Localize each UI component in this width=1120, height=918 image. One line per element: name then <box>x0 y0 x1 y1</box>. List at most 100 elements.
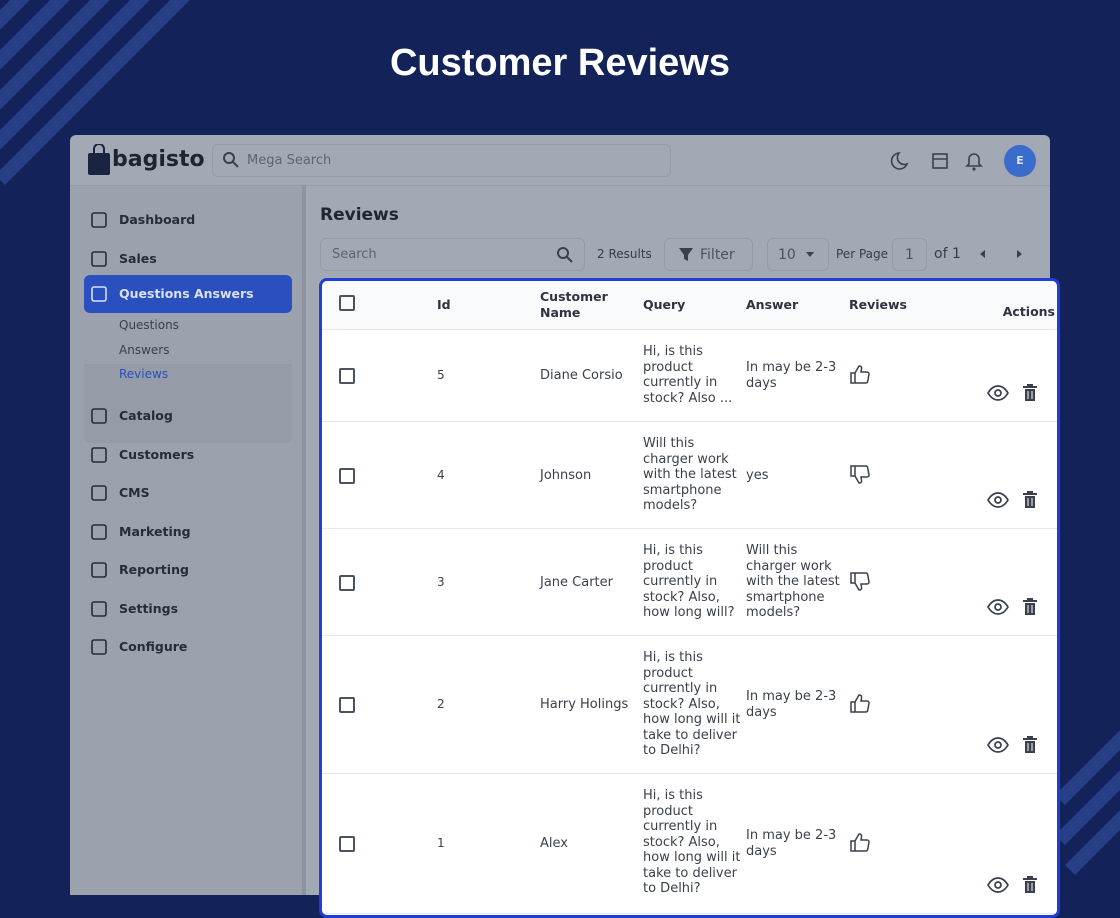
page-total: of 1 <box>934 246 961 262</box>
customer-name: Jane Carter <box>540 574 613 590</box>
row-id: 5 <box>437 368 445 382</box>
delete-action-svg <box>1023 736 1037 753</box>
nav-item[interactable]: Customers <box>119 447 195 462</box>
nav-item[interactable]: Catalog <box>119 408 173 423</box>
column-header: Customer Name <box>540 289 608 320</box>
row-id: 1 <box>437 836 445 850</box>
row-id: 3 <box>437 574 445 589</box>
header: bagisto Mega Search E <box>70 135 1050 186</box>
sub-item[interactable]: Questions <box>119 318 179 332</box>
answer: In may be 2-3 days <box>746 689 837 720</box>
filter-icon <box>679 248 693 261</box>
query: Will this charger work with the latest s… <box>643 436 737 513</box>
nav-icon-svg <box>91 286 107 302</box>
nav-icon-svg <box>91 447 107 463</box>
search-icon <box>557 247 573 263</box>
stripes <box>0 0 1120 875</box>
nav-icon <box>90 446 108 468</box>
delete-action[interactable] <box>1022 598 1038 620</box>
customer-name: Johnson <box>540 467 592 483</box>
filter-button[interactable]: Filter <box>664 238 753 271</box>
nav-icon <box>90 484 108 506</box>
nav-item[interactable]: Reporting <box>119 562 189 577</box>
sub-item[interactable]: Reviews <box>119 367 169 381</box>
answer: Will this charger work with the latest s… <box>746 543 840 620</box>
thumbs-up-svg <box>850 365 870 384</box>
column-header: Reviews <box>849 297 908 312</box>
thumbs-up <box>849 832 871 858</box>
nav-icon-svg <box>91 601 107 617</box>
view-action[interactable] <box>987 599 1009 619</box>
view-action[interactable] <box>987 492 1009 512</box>
avatar[interactable]: E <box>1004 145 1036 177</box>
mega-search[interactable]: Mega Search <box>212 144 671 177</box>
search-icon <box>223 152 239 168</box>
delete-action-svg <box>1023 491 1037 508</box>
nav-item[interactable]: Marketing <box>119 524 191 539</box>
sub-item[interactable]: Answers <box>119 342 170 357</box>
view-action-svg <box>987 877 1009 893</box>
nav-icon <box>90 600 108 622</box>
view-action-svg <box>987 599 1009 615</box>
table-row: 1 Alex Hi, is this product currently in st… <box>322 774 1057 914</box>
table-row: 5 Diane Corsio Hi, is this product current… <box>322 330 1057 422</box>
delete-action[interactable] <box>1022 384 1038 406</box>
nav-icon-svg <box>91 524 107 540</box>
table-row: 3 Jane Carter Hi, is this product currentl… <box>322 529 1057 636</box>
table-card: Id Customer Name Query Answer Reviews Actions… <box>319 278 1060 918</box>
nav-item[interactable]: Dashboard <box>119 212 196 227</box>
submenu-panel <box>84 364 292 443</box>
checkbox[interactable] <box>339 467 355 484</box>
customer-name: Harry Holings <box>540 697 629 712</box>
answer: In may be 2-3 days <box>746 828 837 859</box>
delete-action[interactable] <box>1022 876 1038 898</box>
nav-icon-svg <box>91 562 107 578</box>
delete-action-svg <box>1023 598 1037 615</box>
query: Hi, is this product currently in stock? … <box>643 788 741 896</box>
delete-action[interactable] <box>1022 736 1038 758</box>
nav-item[interactable]: Configure <box>119 639 188 654</box>
checkbox[interactable] <box>339 574 355 591</box>
nav-icon-svg <box>91 408 107 424</box>
table-header: Id Customer Name Query Answer Reviews Actions <box>322 281 1057 330</box>
checkbox[interactable] <box>339 697 355 713</box>
per-page-select[interactable]: 10 <box>767 238 829 271</box>
nav-item[interactable]: CMS <box>119 485 150 500</box>
view-action[interactable] <box>987 385 1009 405</box>
nav-icon <box>90 211 108 233</box>
thumbs-down <box>849 464 871 490</box>
nav-item[interactable]: Sales <box>119 251 157 266</box>
customer-name: Diane Corsio <box>540 368 623 383</box>
delete-action[interactable] <box>1022 491 1038 513</box>
header-icons[interactable] <box>888 150 988 172</box>
search-input[interactable]: Search <box>320 238 585 271</box>
logo: bagisto <box>112 147 205 172</box>
checkbox[interactable] <box>339 295 355 311</box>
view-action[interactable] <box>987 737 1009 757</box>
thumbs-down <box>849 571 871 597</box>
checkbox[interactable] <box>339 836 355 852</box>
row-id: 4 <box>437 467 445 482</box>
customer-name: Alex <box>540 836 568 851</box>
delete-action-svg <box>1023 384 1037 401</box>
view-action-svg <box>987 385 1009 401</box>
query: Hi, is this product currently in stock? … <box>643 543 735 620</box>
nav-icon-svg <box>91 639 107 655</box>
caret <box>806 252 814 257</box>
query: Hi, is this product currently in stock? … <box>643 650 741 758</box>
page-input[interactable]: 1 <box>892 238 927 271</box>
column-header: Query <box>643 297 686 312</box>
nav-item[interactable]: Questions Answers <box>84 275 292 313</box>
pager-arrows[interactable] <box>976 248 1026 260</box>
nav-item[interactable]: Settings <box>119 601 179 616</box>
view-action[interactable] <box>987 877 1009 897</box>
checkbox[interactable] <box>339 368 355 384</box>
nav-icon <box>90 285 108 307</box>
thumbs-down-svg <box>850 571 870 591</box>
decor <box>0 0 1120 875</box>
nav-icon-svg <box>91 485 107 501</box>
column-header: Id <box>437 297 451 312</box>
nav-icon <box>90 250 108 272</box>
nav-icon <box>90 523 108 545</box>
